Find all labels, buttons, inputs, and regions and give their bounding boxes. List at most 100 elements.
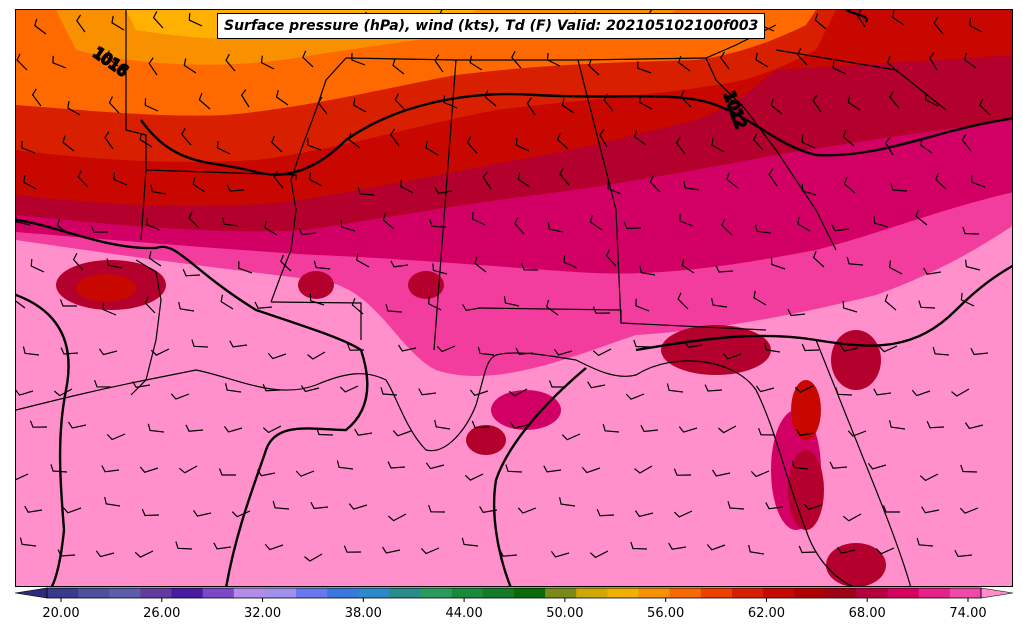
colorbar-tick-label: 50.00 <box>546 606 583 621</box>
wind-barb <box>711 469 731 477</box>
wind-barb <box>307 138 322 151</box>
wind-barb <box>873 216 889 228</box>
colorbar-segment <box>264 588 297 598</box>
wind-barb <box>755 52 769 68</box>
wind-barb <box>526 97 536 116</box>
wind-barb <box>803 503 823 510</box>
wind-barb <box>387 461 406 469</box>
colorbar-segment <box>78 588 110 598</box>
wind-barb <box>339 385 359 393</box>
wind-barb <box>60 347 79 355</box>
wind-barb <box>353 98 367 113</box>
wind-barb <box>484 90 497 107</box>
state-border <box>456 59 622 324</box>
wind-barb <box>960 292 975 307</box>
wind-barb <box>50 464 68 473</box>
wind-barb <box>960 464 978 473</box>
wind-barb <box>298 227 317 236</box>
wind-barb <box>919 473 939 482</box>
colorbar-outline <box>46 587 982 599</box>
wind-barb <box>843 513 862 522</box>
wind-barb <box>835 387 853 396</box>
wind-barb <box>668 542 687 550</box>
wind-barb <box>797 217 811 232</box>
wind-barb <box>392 58 405 75</box>
wind-barb <box>188 13 203 27</box>
wind-barb <box>62 135 75 152</box>
wind-barb <box>427 296 442 311</box>
wind-barb <box>474 256 487 273</box>
wind-barb <box>229 340 248 348</box>
wind-barb <box>348 503 368 510</box>
wind-barb <box>139 466 159 473</box>
colorbar-segment <box>700 588 733 598</box>
wind-barb <box>748 544 765 555</box>
wind-barb <box>72 253 84 271</box>
wind-barb <box>98 348 118 356</box>
isobar-line <box>140 92 1012 176</box>
colorbar-segment <box>451 588 484 598</box>
wind-barb <box>639 265 656 276</box>
wind-barb <box>150 184 167 195</box>
wind-barb <box>791 460 809 470</box>
colorbar-segment <box>731 588 764 598</box>
wind-barb <box>254 301 273 309</box>
colorbar-extend-high <box>980 587 1014 599</box>
wind-barb <box>891 10 905 26</box>
wind-barb <box>681 258 695 274</box>
colorbar-segment <box>669 588 702 598</box>
wind-barb <box>726 172 739 189</box>
wind-barb <box>139 132 153 148</box>
wind-barb <box>517 507 537 514</box>
wind-barbs <box>16 10 991 562</box>
wind-barb <box>680 90 692 108</box>
wind-barb <box>843 176 856 194</box>
colorbar: 20.00 26.00 32.00 38.00 44.00 50.00 56.00 62.00… <box>14 587 1014 621</box>
wind-barb <box>798 545 817 554</box>
wind-barb <box>801 183 817 196</box>
wind-barb <box>313 260 331 270</box>
wind-barb <box>351 52 366 66</box>
wind-barb <box>831 224 850 232</box>
colorbar-segment <box>607 588 640 598</box>
wind-barb <box>461 537 479 547</box>
colorbar-tick-label: 26.00 <box>143 606 180 621</box>
colorbar-segment <box>140 588 173 598</box>
wind-barb <box>434 419 451 430</box>
state-border <box>130 259 162 396</box>
wind-barb <box>280 254 292 272</box>
wind-barb <box>711 298 728 308</box>
wind-barb <box>178 301 195 312</box>
wind-barb <box>357 186 375 196</box>
wind-barb <box>649 175 661 193</box>
coastline <box>16 352 854 586</box>
wind-barb <box>718 425 737 434</box>
wind-barb <box>722 353 742 360</box>
wind-barb <box>380 387 398 396</box>
wind-barb <box>30 259 45 273</box>
map-panel: 1016 1012 <box>15 9 1013 587</box>
state-border <box>345 57 457 61</box>
wind-barb <box>935 172 947 190</box>
wind-barb <box>150 348 170 356</box>
wind-barb <box>469 55 483 71</box>
wind-barb <box>890 183 908 192</box>
wind-barb <box>911 389 931 397</box>
wind-barb <box>382 213 395 230</box>
wind-barb <box>111 15 125 31</box>
wind-barb <box>856 10 866 28</box>
wind-barb <box>462 304 481 312</box>
wind-barb <box>76 14 86 33</box>
wind-barb <box>147 423 165 433</box>
wind-barb <box>750 470 770 478</box>
wind-barb <box>226 184 245 192</box>
wind-barb <box>23 175 37 190</box>
colorbar-segment <box>545 588 577 598</box>
wind-barb <box>464 473 484 481</box>
wind-barb <box>471 420 490 429</box>
wind-barb <box>889 420 906 430</box>
isobar-line <box>845 10 869 23</box>
wind-barb <box>19 537 37 547</box>
wind-barb <box>968 18 983 33</box>
wind-barb <box>175 541 193 550</box>
